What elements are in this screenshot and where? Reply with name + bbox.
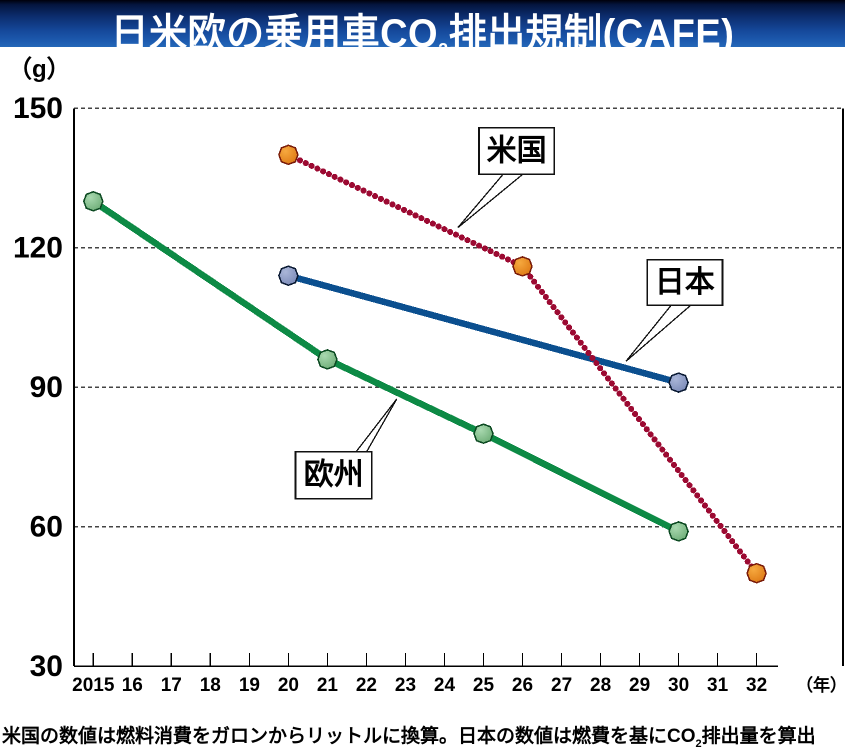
svg-text:（g）: （g）	[8, 56, 71, 83]
svg-text:60: 60	[30, 511, 63, 544]
svg-text:欧州: 欧州	[304, 459, 364, 492]
svg-text:18: 18	[200, 675, 221, 696]
svg-text:32: 32	[746, 675, 767, 696]
svg-text:22: 22	[356, 675, 377, 696]
svg-text:（年）: （年）	[796, 675, 845, 695]
svg-text:30: 30	[30, 650, 63, 683]
svg-text:23: 23	[395, 675, 416, 696]
svg-text:21: 21	[317, 675, 339, 696]
svg-text:150: 150	[13, 92, 63, 125]
svg-text:日本: 日本	[655, 266, 715, 299]
svg-text:29: 29	[629, 675, 650, 696]
svg-text:16: 16	[122, 675, 143, 696]
svg-text:25: 25	[473, 675, 495, 696]
svg-text:120: 120	[13, 232, 63, 265]
svg-text:30: 30	[668, 675, 689, 696]
svg-text:20: 20	[278, 675, 299, 696]
svg-text:24: 24	[434, 675, 456, 696]
svg-text:31: 31	[707, 675, 729, 696]
svg-text:27: 27	[551, 675, 572, 696]
svg-text:90: 90	[30, 371, 63, 404]
svg-text:19: 19	[239, 675, 260, 696]
svg-text:28: 28	[590, 675, 611, 696]
svg-text:26: 26	[512, 675, 533, 696]
svg-text:米国: 米国	[487, 135, 547, 168]
svg-text:17: 17	[161, 675, 182, 696]
svg-text:2015: 2015	[72, 675, 115, 696]
